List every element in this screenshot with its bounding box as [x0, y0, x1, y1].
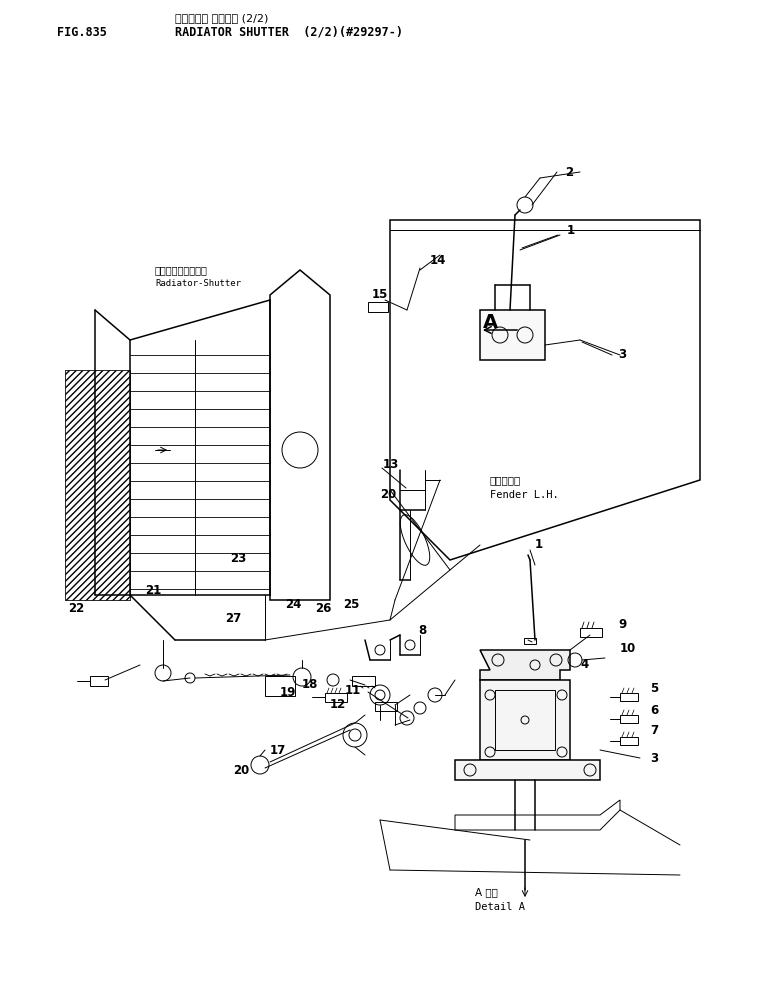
- Text: 6: 6: [650, 704, 658, 717]
- Text: 9: 9: [618, 618, 626, 631]
- Text: 14: 14: [430, 253, 446, 266]
- Text: ラジエータ シャッタ (2/2): ラジエータ シャッタ (2/2): [175, 13, 268, 23]
- Text: 22: 22: [68, 601, 84, 614]
- Text: 18: 18: [302, 679, 319, 692]
- Text: 7: 7: [650, 724, 658, 737]
- Text: 3: 3: [650, 751, 658, 764]
- Polygon shape: [455, 760, 600, 780]
- Bar: [265, 676, 295, 696]
- Text: 12: 12: [330, 699, 346, 712]
- Text: ラジエータシュータ: ラジエータシュータ: [155, 265, 208, 275]
- Bar: [368, 302, 388, 312]
- Bar: [524, 638, 536, 644]
- Text: 2: 2: [565, 165, 574, 179]
- Text: 27: 27: [225, 611, 241, 624]
- Text: 21: 21: [145, 583, 161, 596]
- Bar: [325, 693, 347, 702]
- Text: 17: 17: [270, 744, 286, 756]
- Text: フェンダ左: フェンダ左: [490, 475, 522, 485]
- Text: 10: 10: [620, 641, 636, 654]
- Bar: [620, 715, 638, 723]
- Bar: [65, 370, 130, 600]
- Text: 4: 4: [580, 658, 588, 672]
- Bar: [620, 693, 638, 701]
- Bar: [620, 737, 638, 745]
- Text: Fender L.H.: Fender L.H.: [490, 490, 559, 500]
- Polygon shape: [480, 310, 545, 360]
- Text: 3: 3: [618, 349, 626, 362]
- Bar: [375, 702, 397, 711]
- Text: 13: 13: [383, 458, 399, 471]
- Text: FIG.835: FIG.835: [57, 26, 107, 39]
- Text: RADIATOR SHUTTER  (2/2)(#29297-): RADIATOR SHUTTER (2/2)(#29297-): [175, 26, 403, 39]
- Bar: [580, 628, 602, 637]
- Text: 25: 25: [343, 598, 360, 611]
- Text: 11: 11: [345, 684, 361, 697]
- Text: A 詳細: A 詳細: [475, 887, 498, 897]
- Text: 1: 1: [567, 224, 575, 237]
- Text: 26: 26: [315, 601, 332, 614]
- Text: 23: 23: [230, 552, 246, 565]
- Text: Radiator-Shutter: Radiator-Shutter: [155, 278, 241, 287]
- Text: 1: 1: [535, 539, 543, 552]
- Polygon shape: [480, 650, 570, 680]
- Text: 20: 20: [380, 488, 396, 502]
- Text: 24: 24: [285, 598, 301, 611]
- Text: 20: 20: [233, 763, 250, 776]
- Text: 5: 5: [650, 682, 658, 695]
- Text: A: A: [482, 312, 498, 332]
- Text: Detail A: Detail A: [475, 902, 525, 912]
- Polygon shape: [65, 370, 130, 600]
- Text: 8: 8: [418, 623, 426, 636]
- Polygon shape: [480, 680, 570, 760]
- Text: 19: 19: [280, 686, 296, 699]
- Text: 15: 15: [372, 287, 388, 300]
